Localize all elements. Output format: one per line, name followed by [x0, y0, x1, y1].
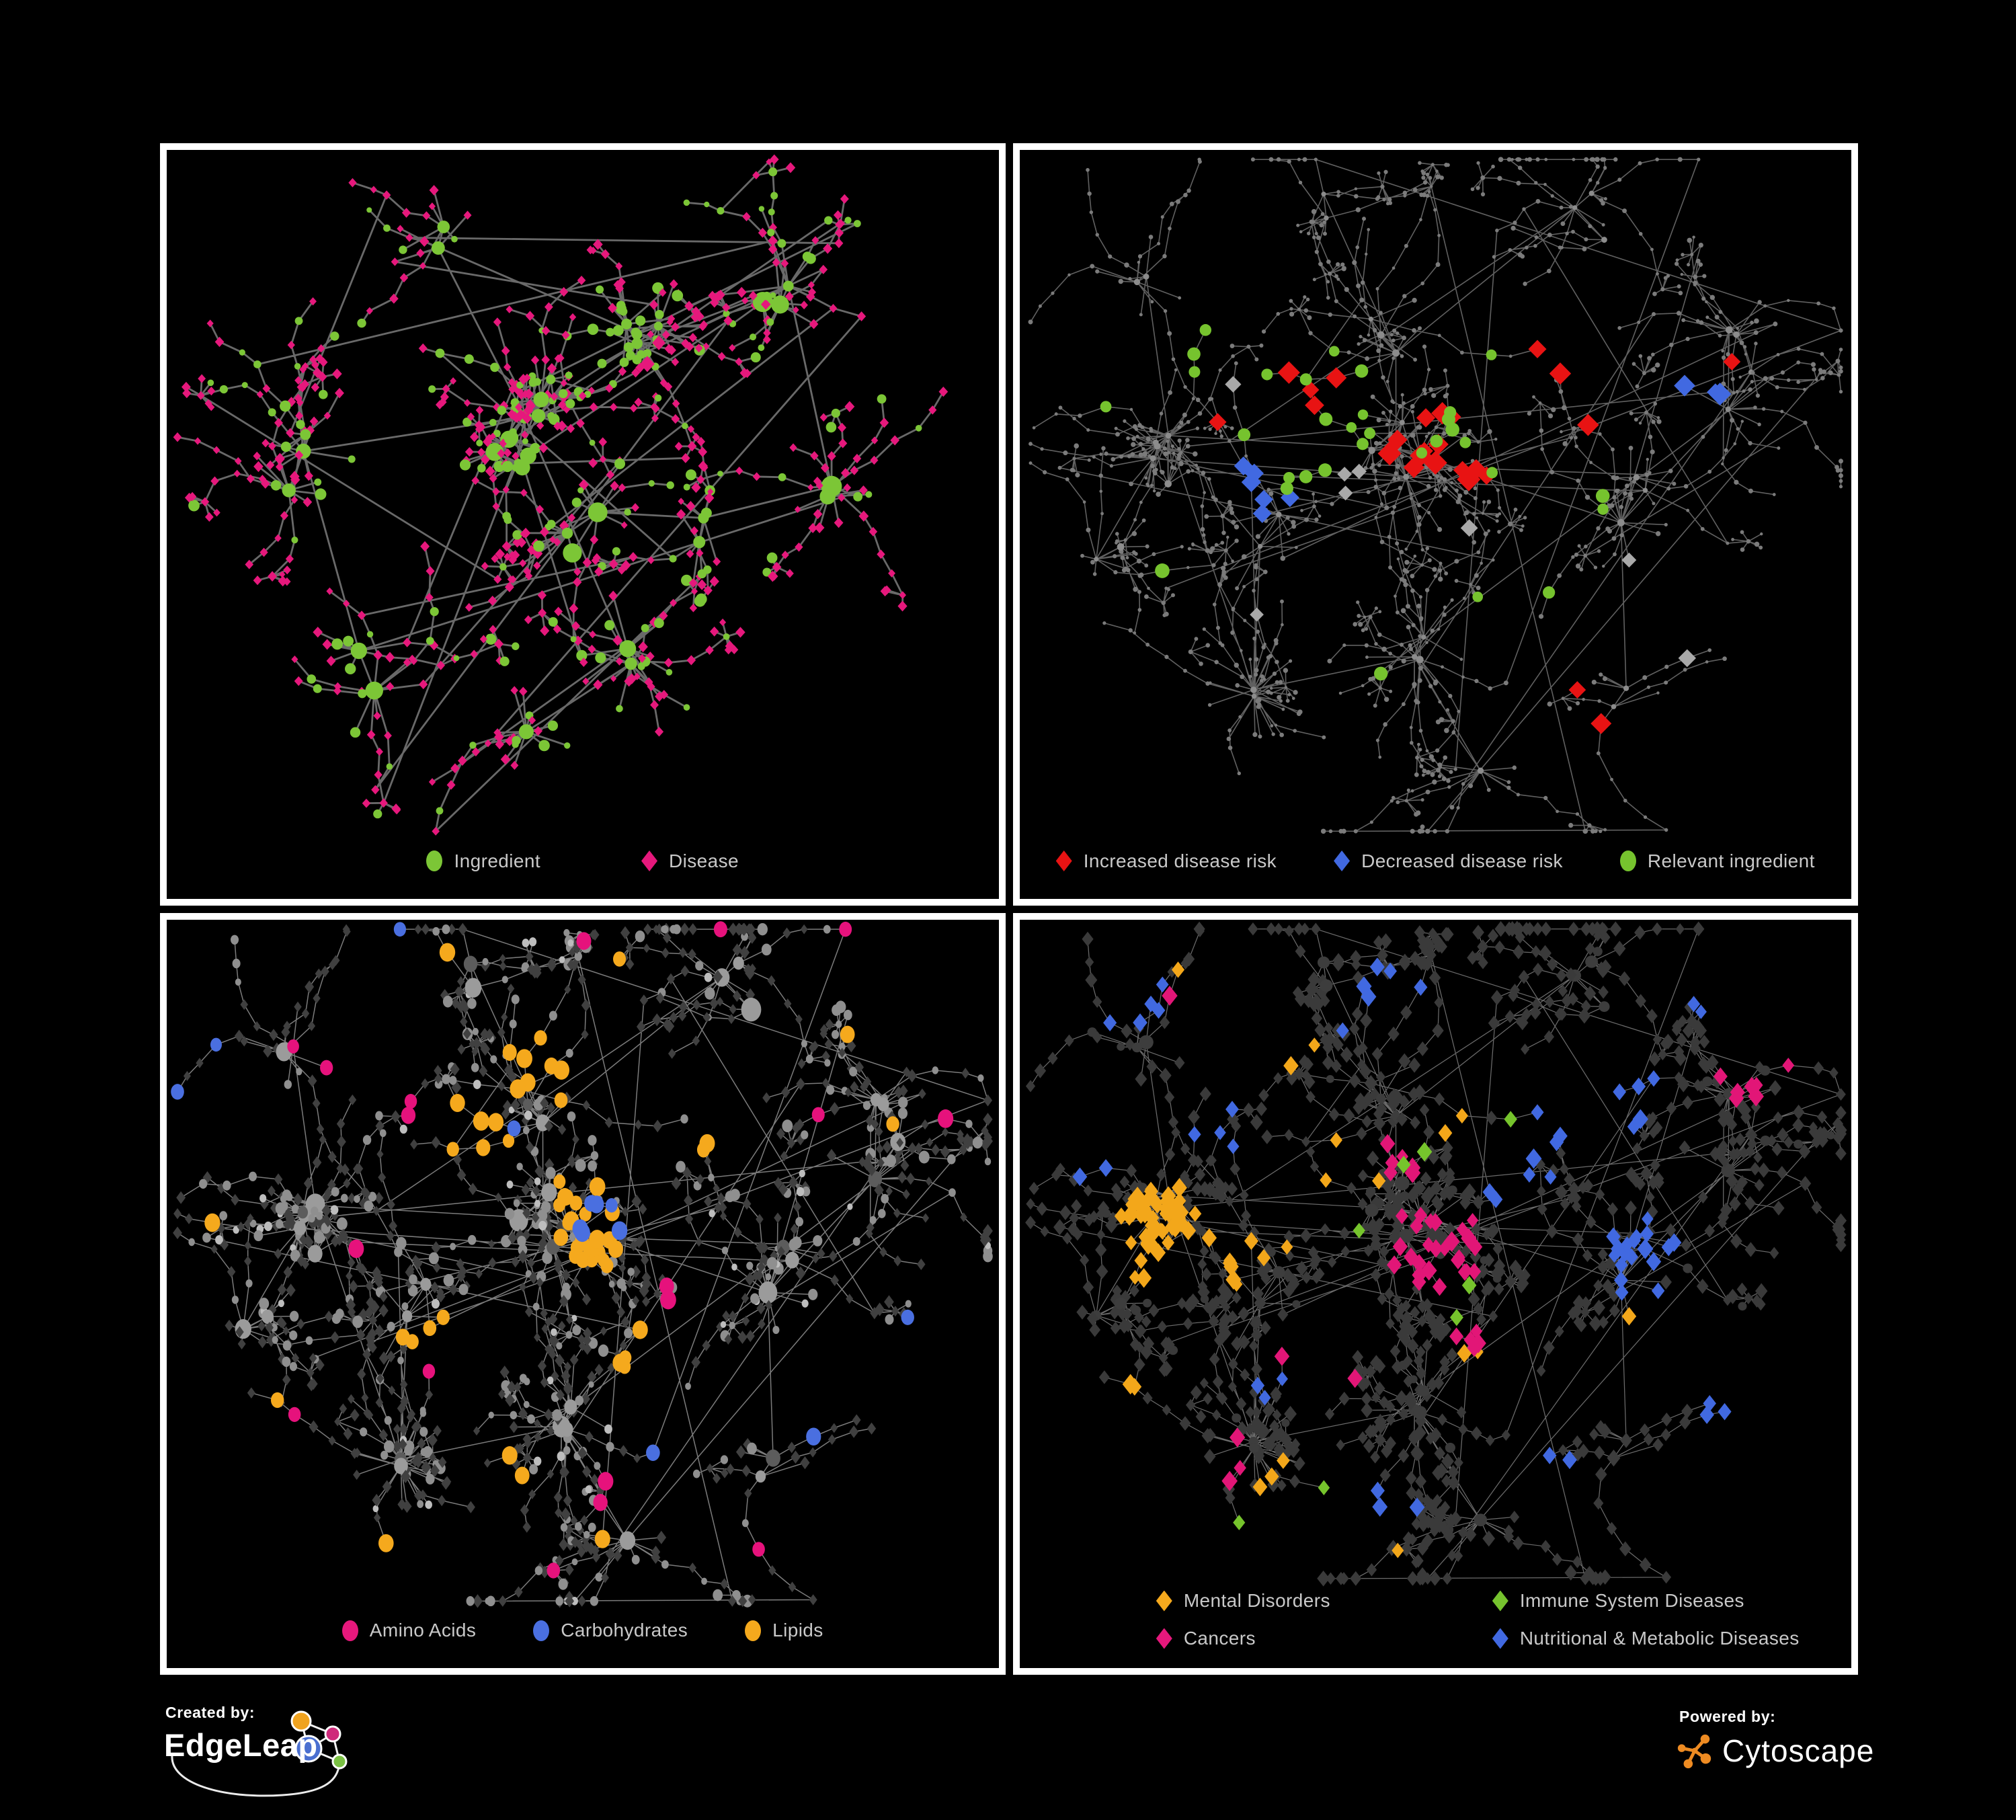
diamond-marker	[1055, 850, 1072, 871]
legend-label: Decreased disease risk	[1361, 850, 1563, 871]
diamond-marker	[1156, 1590, 1172, 1612]
circle-marker	[533, 1620, 550, 1641]
legend-item-ingredient: Ingredient	[426, 850, 540, 872]
cytoscape-wordmark: Cytoscape	[1722, 1733, 1875, 1768]
diamond-marker	[1492, 1590, 1508, 1612]
legend-label: Immune System Diseases	[1519, 1590, 1744, 1611]
legend-item-nutritional-metabolic-diseases: Nutritional & Metabolic Diseases	[1492, 1628, 1800, 1649]
circle-marker	[745, 1620, 762, 1641]
legend-label: Disease	[669, 850, 739, 871]
legend-disease-categories: Mental Disorders Immune System Diseases Ca…	[1020, 1587, 1852, 1668]
legend-label: Relevant ingredient	[1647, 850, 1815, 871]
diamond-marker	[1156, 1628, 1172, 1649]
legend-label: Nutritional & Metabolic Diseases	[1519, 1628, 1800, 1649]
cytoscape-credit: Powered by: Cytoscape	[1675, 1708, 1877, 1770]
legend-item-increased-disease-risk: Increased disease risk	[1055, 850, 1277, 872]
legend-label: Mental Disorders	[1183, 1590, 1330, 1611]
diamond-marker	[1334, 850, 1350, 871]
legend-item-cancers: Cancers	[1156, 1628, 1492, 1649]
panel-grid: Ingredient Disease Increased disease risk…	[160, 143, 1858, 1675]
panel-disease-risk: Increased disease risk Decreased disease …	[1012, 143, 1858, 906]
legend-label: Carbohydrates	[561, 1620, 688, 1640]
legend-item-immune-system-diseases: Immune System Diseases	[1492, 1590, 1800, 1612]
legend-label: Increased disease risk	[1083, 850, 1277, 871]
legend-item-amino-acids: Amino Acids	[341, 1620, 477, 1641]
circle-marker	[1619, 850, 1636, 871]
edgeleap-logo-icon	[171, 1710, 348, 1797]
legend-item-relevant-ingredient: Relevant ingredient	[1619, 850, 1815, 872]
panel-macronutrients: Amino Acids Carbohydrates Lipids	[160, 912, 1006, 1675]
legend-label: Lipids	[772, 1620, 823, 1640]
legend-macronutrients: Amino Acids Carbohydrates Lipids	[167, 1610, 999, 1668]
powered-by-label: Powered by:	[1679, 1708, 1776, 1725]
legend-item-disease: Disease	[641, 850, 739, 872]
legend-disease-risk: Increased disease risk Decreased disease …	[1020, 841, 1852, 899]
panel-disease-categories: Mental Disorders Immune System Diseases Ca…	[1012, 912, 1858, 1675]
circle-marker	[426, 850, 443, 871]
cytoscape-brand-row: Cytoscape	[1675, 1731, 1877, 1770]
legend-ingredient-disease: Ingredient Disease	[167, 841, 999, 899]
legend-label: Ingredient	[454, 850, 541, 871]
network-graph-disease-risk	[1028, 157, 1843, 834]
network-graph-ingredient-disease	[173, 154, 949, 836]
legend-item-decreased-disease-risk: Decreased disease risk	[1334, 850, 1563, 872]
cytoscape-logo-icon	[1677, 1734, 1711, 1769]
legend-label: Cancers	[1183, 1628, 1256, 1649]
panel-ingredient-disease: Ingredient Disease	[160, 143, 1006, 906]
created-by-label: Created by:	[165, 1704, 255, 1721]
edgeleap-credit: Created by: EdgeLeap	[161, 1704, 393, 1808]
legend-item-mental-disorders: Mental Disorders	[1156, 1590, 1492, 1612]
diamond-marker	[1492, 1628, 1508, 1649]
edgeleap-wordmark: EdgeLeap	[164, 1727, 318, 1763]
network-graph-disease-categories	[1024, 920, 1847, 1587]
circle-marker	[341, 1620, 358, 1641]
legend-item-carbohydrates: Carbohydrates	[533, 1620, 688, 1641]
diamond-marker	[641, 850, 658, 871]
legend-label: Amino Acids	[369, 1620, 477, 1640]
network-graph-macronutrients	[171, 920, 993, 1608]
legend-item-lipids: Lipids	[745, 1620, 823, 1641]
